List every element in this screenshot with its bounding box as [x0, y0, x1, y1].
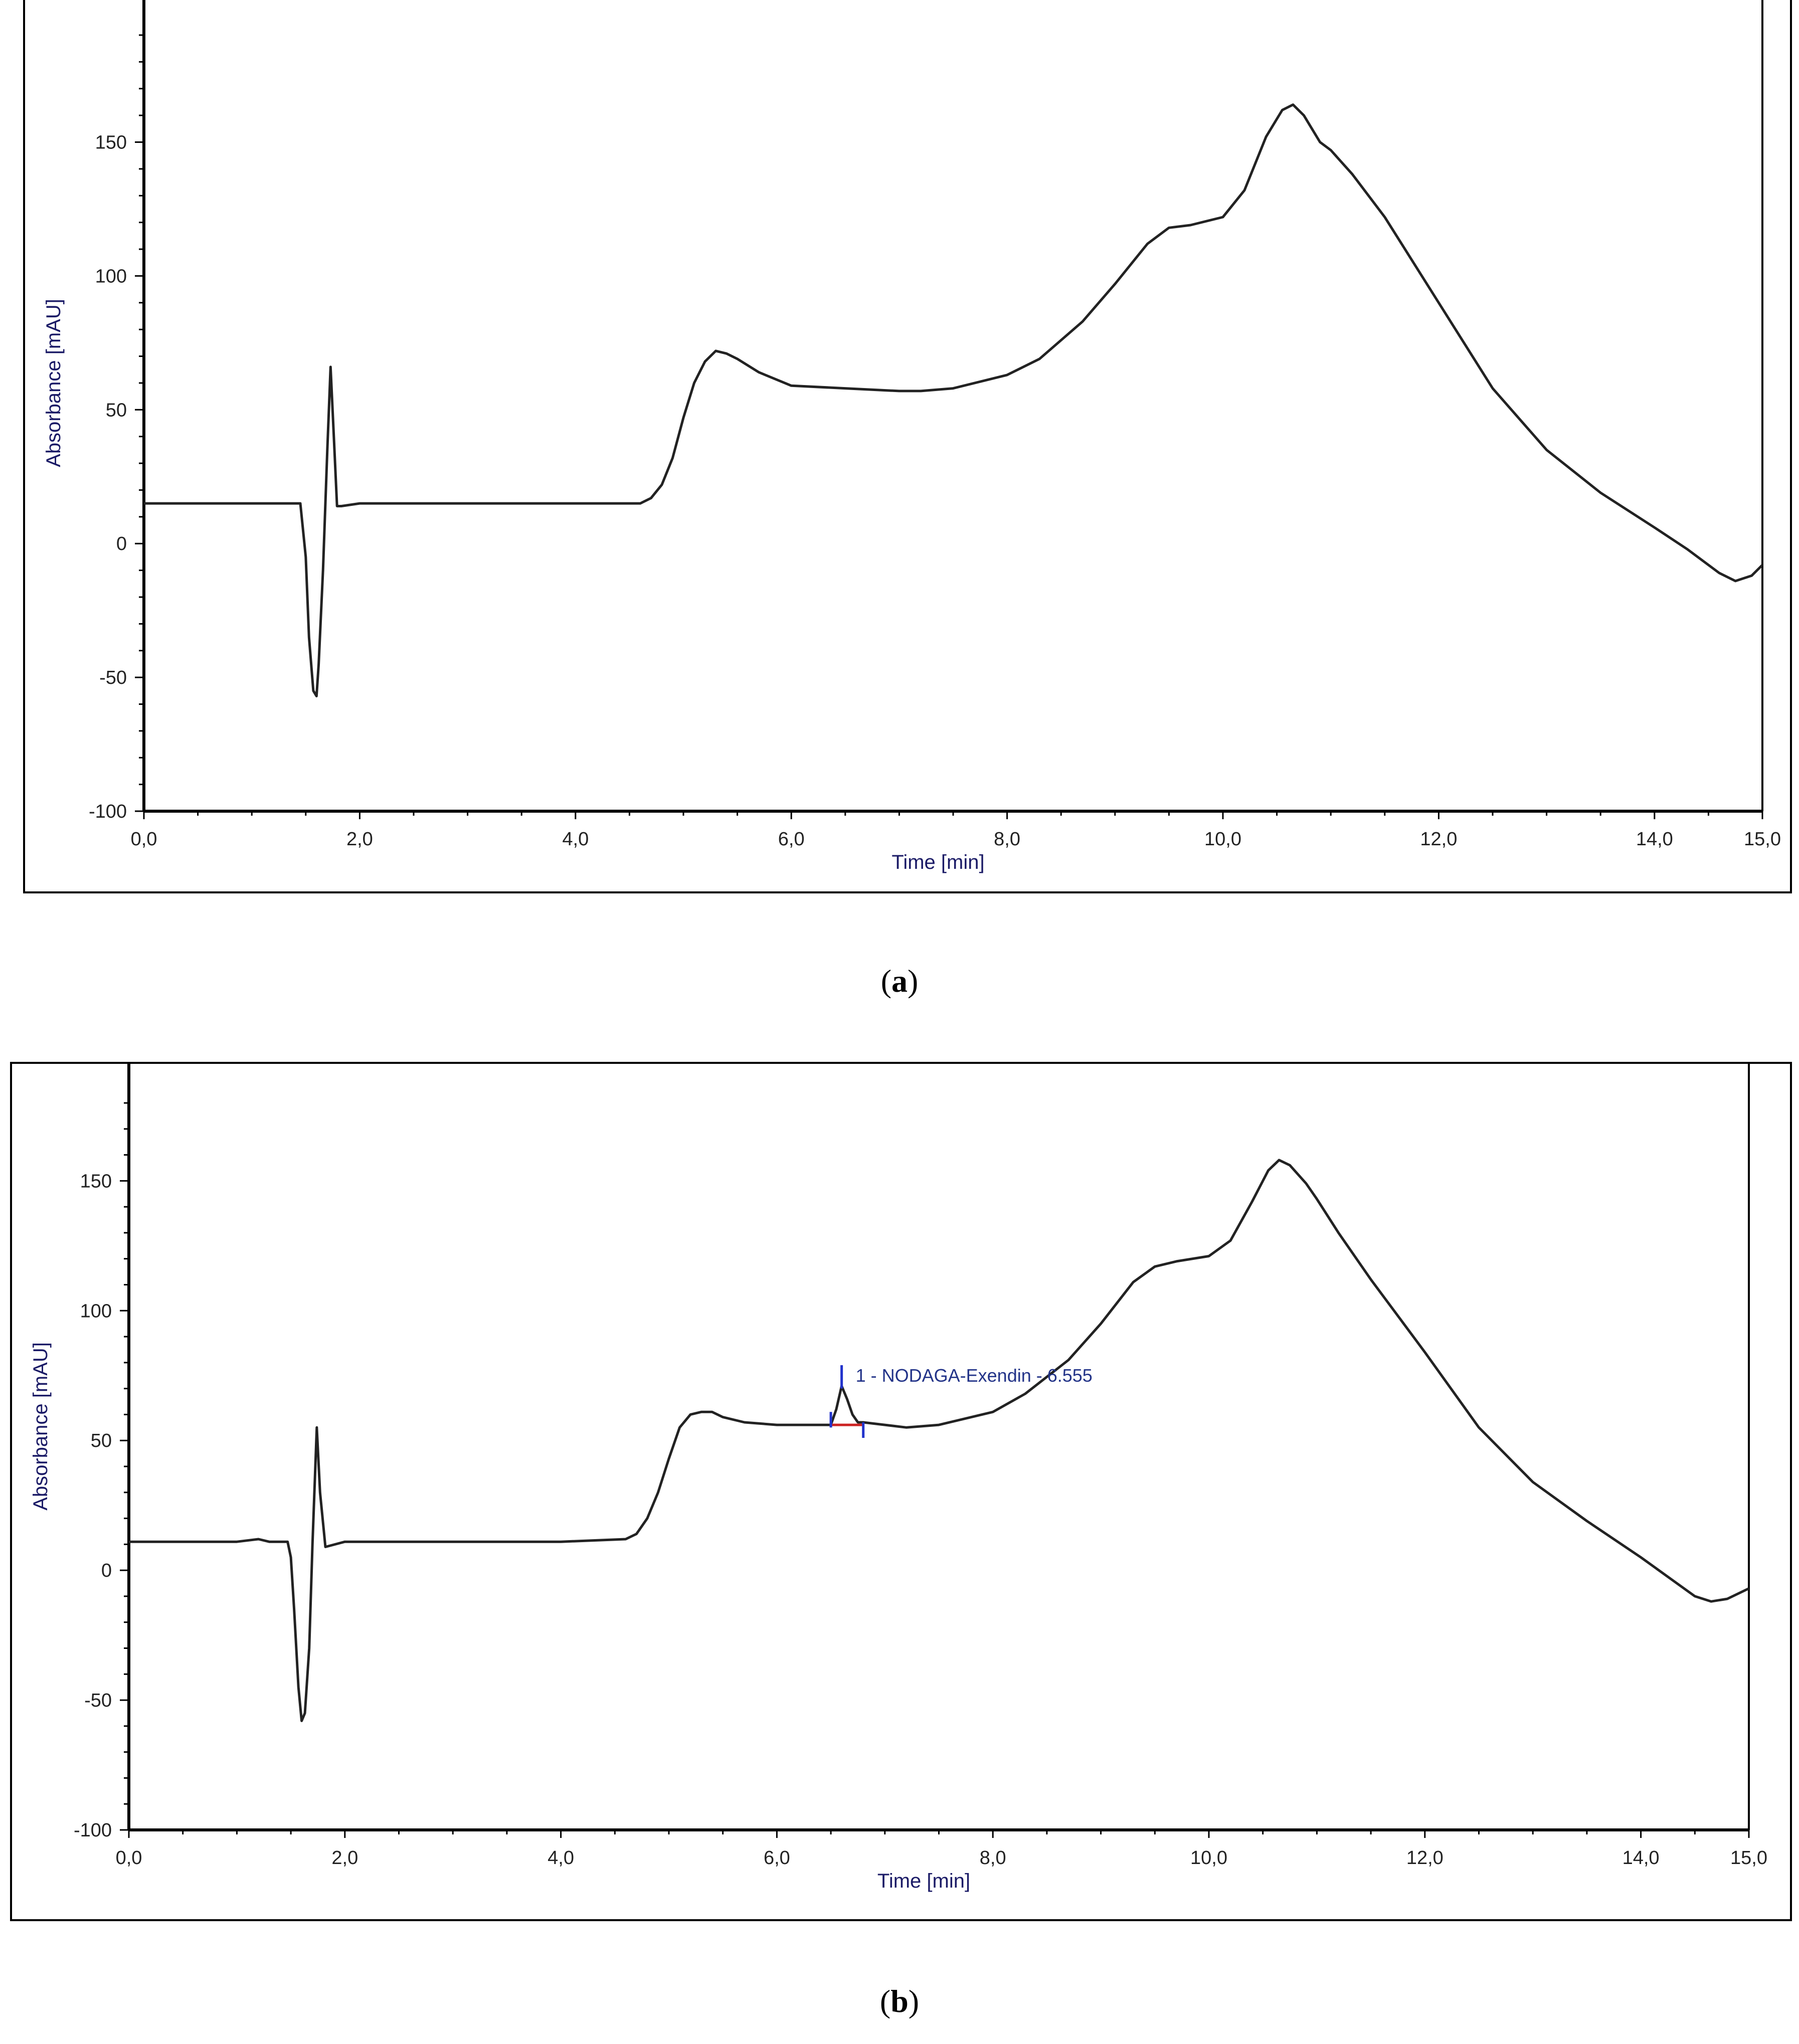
- x-axis-title: Time [min]: [891, 851, 984, 873]
- x-tick-label: 15,0: [1744, 829, 1781, 850]
- chart-panel-a: -100 -50 0 50 100 150 0,0 2,0 4,0 6,0 8,0 10,0 12,0 1…: [0, 0, 1799, 953]
- chart-b: -100 -50 0 50 100 150 0,0 2,0 4,0 6,0 8,0 10,0 12,0 1…: [10, 1062, 1792, 1921]
- chart-a: -100 -50 0 50 100 150 0,0 2,0 4,0 6,0 8,0 10,0 12,0 1…: [23, 0, 1792, 893]
- y-tick-label: -50: [99, 667, 127, 688]
- x-tick-label: 8,0: [994, 829, 1020, 850]
- x-tick-label: 14,0: [1623, 1847, 1660, 1869]
- x-tick-label: 6,0: [778, 829, 805, 850]
- chart-panel-b: -100 -50 0 50 100 150 0,0 2,0 4,0 6,0 8,0 10,0 12,0 1…: [0, 1028, 1799, 1955]
- x-tick-label: 4,0: [562, 829, 589, 850]
- caption-b: (b): [879, 1983, 920, 2019]
- x-tick-label: 15,0: [1730, 1847, 1767, 1869]
- y-tick-label: 0: [116, 533, 127, 554]
- y-tick-label: 150: [95, 132, 127, 153]
- x-tick-label: 2,0: [346, 829, 373, 850]
- x-tick-label: 14,0: [1636, 829, 1673, 850]
- y-tick-label: 0: [101, 1560, 112, 1581]
- peak-annotation-label: 1 - NODAGA-Exendin - 6.555: [856, 1365, 1093, 1386]
- x-tick-label: 10,0: [1204, 829, 1241, 850]
- x-tick-label: 0,0: [116, 1847, 142, 1869]
- y-tick-label: -100: [89, 801, 127, 822]
- y-axis-title: Absorbance [mAU]: [43, 299, 65, 467]
- outer-frame: [10, 1062, 1792, 1921]
- x-tick-label: 6,0: [764, 1847, 790, 1869]
- caption-b-label: b: [890, 1983, 909, 2019]
- x-tick-label: 12,0: [1420, 829, 1457, 850]
- y-tick-label: 50: [91, 1430, 112, 1451]
- x-tick-label: 10,0: [1190, 1847, 1227, 1869]
- series-line-chromatogram: [129, 1159, 1750, 1722]
- x-tick-label: 0,0: [131, 829, 157, 850]
- y-axis-title: Absorbance [mAU]: [30, 1342, 52, 1511]
- y-tick-label: 100: [80, 1300, 112, 1322]
- caption-a: (a): [880, 963, 919, 999]
- caption-a-label: a: [891, 963, 908, 999]
- y-tick-label: 150: [80, 1171, 112, 1192]
- y-tick-label: -100: [74, 1820, 112, 1841]
- series-line-chromatogram: [144, 103, 1763, 697]
- x-tick-label: 8,0: [980, 1847, 1006, 1869]
- x-axis-title: Time [min]: [877, 1870, 970, 1892]
- outer-frame: [23, 0, 1792, 893]
- y-tick-label: 100: [95, 266, 127, 287]
- x-tick-label: 2,0: [331, 1847, 358, 1869]
- x-tick-label: 4,0: [548, 1847, 574, 1869]
- x-tick-label: 12,0: [1406, 1847, 1444, 1869]
- y-tick-label: -50: [84, 1690, 112, 1711]
- y-tick-label: 50: [106, 400, 127, 421]
